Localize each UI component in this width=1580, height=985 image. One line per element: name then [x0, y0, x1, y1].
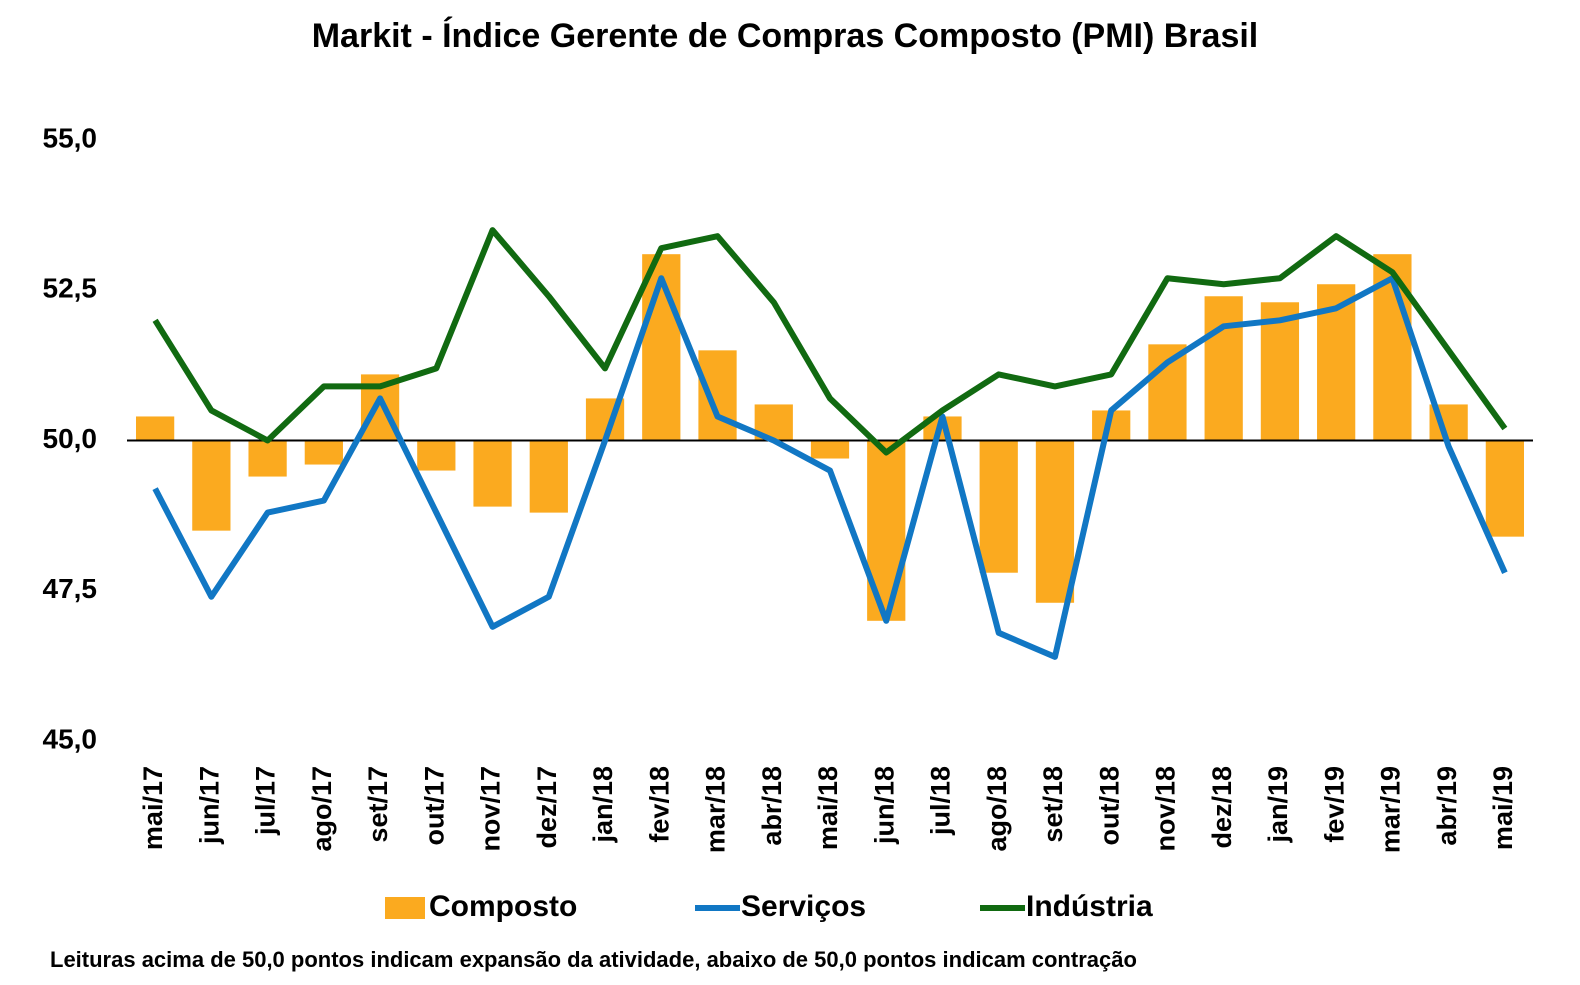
- x-tick-label: mar/19: [1376, 766, 1406, 853]
- line: [152, 275, 1508, 660]
- bar: [698, 350, 737, 441]
- y-tick-label: 52,5: [43, 273, 98, 304]
- bar: [810, 440, 850, 459]
- x-tick-label: out/17: [419, 766, 449, 846]
- bar: [304, 440, 343, 465]
- x-tick-label: nov/18: [1151, 766, 1181, 852]
- x-tick-label: dez/17: [532, 766, 562, 849]
- bar: [135, 416, 175, 441]
- footnote: Leituras acima de 50,0 pontos indicam ex…: [50, 947, 1137, 972]
- bar: [417, 440, 456, 471]
- x-tick-label: mar/18: [701, 766, 731, 853]
- x-tick-label: jul/18: [926, 766, 956, 836]
- bar: [473, 440, 512, 507]
- chart-title: Markit - Índice Gerente de Compras Compo…: [312, 17, 1259, 55]
- x-tick-label: dez/18: [1207, 766, 1237, 849]
- x-tick-label: fev/18: [644, 766, 674, 843]
- bar: [192, 440, 231, 531]
- y-tick-label: 47,5: [43, 573, 98, 604]
- x-tick-label: set/17: [363, 766, 393, 843]
- x-tick-label: fev/19: [1319, 766, 1349, 843]
- y-tick-label: 45,0: [43, 723, 98, 754]
- legend-swatch: [385, 897, 425, 919]
- x-tick-label: abr/19: [1432, 766, 1462, 846]
- bar: [248, 440, 287, 477]
- x-tick-label: jan/19: [1263, 766, 1293, 844]
- x-tick-label: set/18: [1038, 766, 1068, 843]
- x-tick-label: jun/18: [869, 766, 899, 845]
- x-tick-label: jun/17: [194, 766, 224, 845]
- line: [152, 227, 1508, 456]
- bar: [1260, 302, 1300, 441]
- bar: [529, 440, 568, 513]
- legend-label: Serviços: [741, 890, 866, 923]
- x-tick-label: ago/18: [982, 766, 1012, 852]
- y-tick-label: 50,0: [43, 423, 98, 454]
- bar: [1035, 440, 1075, 603]
- x-tick-label: mai/17: [138, 766, 168, 850]
- x-tick-label: jul/17: [251, 766, 281, 836]
- x-tick-label: out/18: [1094, 766, 1124, 846]
- bar: [979, 440, 1018, 573]
- x-tick-label: nov/17: [476, 766, 506, 852]
- bar: [1485, 440, 1525, 537]
- x-tick-label: abr/18: [757, 766, 787, 846]
- bar: [867, 440, 906, 621]
- bar: [1148, 344, 1187, 441]
- y-tick-label: 55,0: [43, 122, 98, 153]
- legend-label: Composto: [429, 890, 577, 923]
- x-tick-label: ago/17: [307, 766, 337, 852]
- x-tick-label: mai/18: [813, 766, 843, 850]
- legend-label: Indústria: [1026, 890, 1153, 923]
- x-tick-label: mai/19: [1488, 766, 1518, 850]
- bar: [1204, 296, 1243, 441]
- x-tick-label: jan/18: [588, 766, 618, 844]
